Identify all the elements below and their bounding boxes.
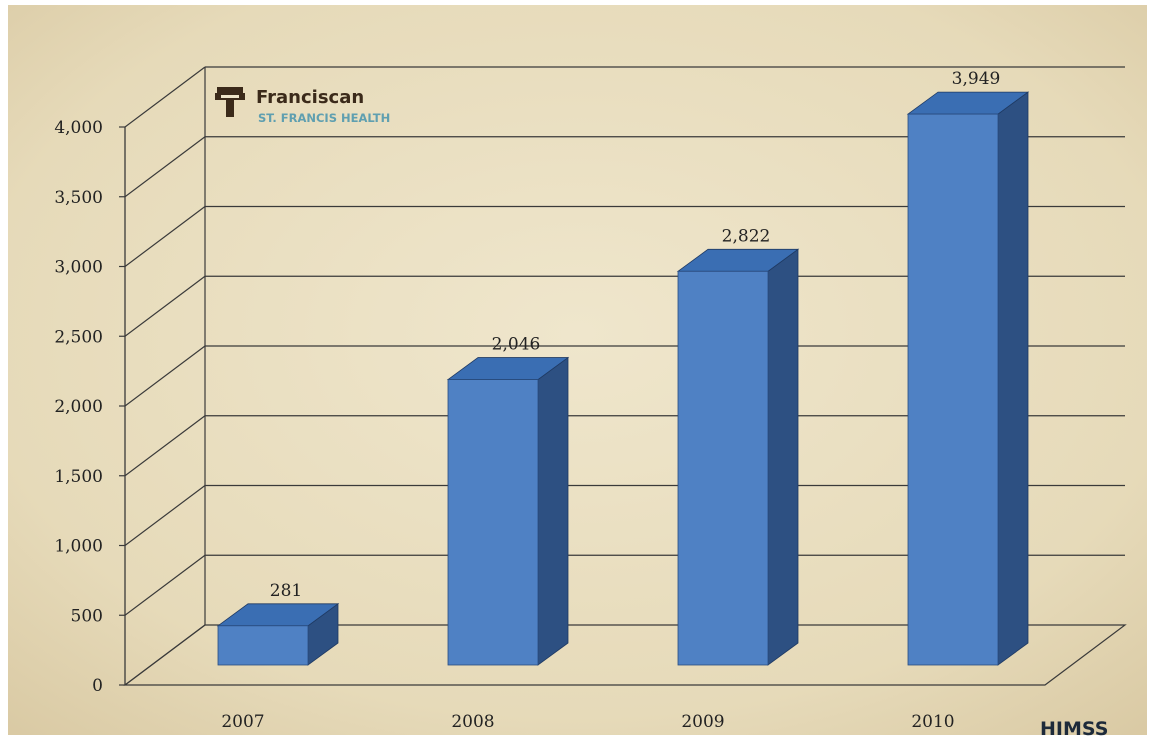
bar-2007: 281 (216, 581, 340, 666)
axes (119, 67, 1127, 686)
data-label: 2,046 (492, 335, 541, 355)
himss-logo-mark: HIMSS (1040, 718, 1108, 740)
x-category-label: 2008 (451, 712, 494, 732)
bar-side (997, 91, 1029, 666)
y-tick-label: 2,500 (54, 327, 103, 347)
bar-2009: 2,822 (676, 226, 800, 666)
gridline-side (124, 485, 206, 546)
y-tick-label: 1,500 (54, 467, 103, 487)
x-category-labels: 2007 2008 2009 2010 (221, 712, 954, 732)
bar-front (907, 113, 999, 666)
y-tick-label: 4,000 (54, 118, 103, 138)
franciscan-logo: Franciscan ST. FRANCIS HEALTH (215, 87, 390, 125)
y-tick-label: 3,000 (54, 258, 103, 278)
bar-front (447, 379, 539, 666)
data-label: 281 (270, 581, 302, 601)
bar-front (217, 625, 309, 666)
data-label: 3,949 (952, 69, 1001, 89)
bar-2010: 3,949 (906, 69, 1030, 666)
y-tick-label: 1,000 (54, 537, 103, 557)
logo-name: Franciscan (256, 87, 364, 108)
data-label: 2,822 (722, 226, 771, 246)
bar-2008: 2,046 (446, 335, 570, 666)
bars: 281 2,046 2,822 3,949 (216, 69, 1030, 666)
bar-front (677, 270, 769, 666)
x-category-label: 2009 (681, 712, 724, 732)
bar-side (537, 356, 569, 666)
logo-subtitle: ST. FRANCIS HEALTH (258, 111, 390, 125)
x-category-label: 2007 (221, 712, 264, 732)
y-tick-label: 500 (71, 606, 103, 626)
tau-cross-icon (215, 87, 245, 117)
gridline-side (124, 415, 206, 477)
bar-side (767, 248, 799, 666)
y-tick-label: 3,500 (54, 188, 103, 208)
gridline-side (124, 66, 206, 128)
gridline-side (124, 345, 206, 407)
y-tick-label: 2,000 (54, 397, 103, 417)
y-tick-labels: 0 500 1,000 1,500 2,000 2,500 3,000 3,500 4,000 (54, 118, 103, 696)
y-tick-label: 0 (92, 676, 103, 696)
floor-plane (123, 624, 1127, 686)
x-category-label: 2010 (911, 712, 954, 732)
gridline-side (124, 275, 206, 337)
gridline-side (124, 206, 206, 267)
gridline-side (124, 136, 206, 198)
gridline-side (124, 554, 206, 616)
